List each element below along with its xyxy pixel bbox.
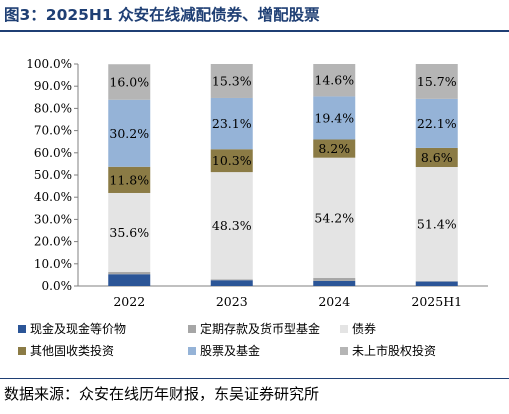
legend-label: 债券 bbox=[352, 322, 377, 336]
y-tick-label: 60.0% bbox=[34, 146, 72, 160]
legend-swatch bbox=[188, 346, 196, 355]
data-label: 22.1% bbox=[417, 116, 457, 131]
data-label: 35.6% bbox=[109, 225, 149, 240]
bar-segment-2022-3 bbox=[108, 192, 151, 273]
data-label: 15.7% bbox=[417, 74, 457, 89]
bar-segment-2023-4 bbox=[210, 149, 253, 173]
title-rule bbox=[0, 30, 509, 32]
legend-item: 定期存款及货币型基金 bbox=[188, 320, 320, 337]
y-tick-label: 70.0% bbox=[34, 124, 72, 138]
y-tick-label: 30.0% bbox=[34, 212, 72, 226]
legend-item: 股票及基金 bbox=[188, 342, 260, 359]
legend-swatch bbox=[18, 324, 26, 333]
bar-segment-2023-1 bbox=[210, 280, 253, 286]
stacked-bar-chart: 0.0% 10.0% 20.0% 30.0% 40.0% 50.0% 60.0% 70.0% 8… bbox=[26, 57, 488, 309]
legend-item: 现金及现金等价物 bbox=[18, 320, 126, 337]
legend-label: 其他固收类投资 bbox=[30, 344, 115, 358]
bar-segment-2022-6 bbox=[108, 64, 151, 100]
legend-item: 未上市股权投资 bbox=[340, 342, 436, 359]
data-label: 51.4% bbox=[417, 217, 457, 232]
y-tick-label: 100.0% bbox=[26, 57, 72, 71]
legend-swatch bbox=[18, 346, 26, 355]
figure-title: 图3：2025H1 众安在线减配债券、增配股票 bbox=[4, 6, 320, 24]
data-label: 54.2% bbox=[314, 210, 354, 225]
bar-segment-2024-6 bbox=[313, 64, 356, 97]
y-tick-label: 80.0% bbox=[34, 101, 72, 115]
data-label: 23.1% bbox=[212, 116, 252, 131]
bar-segment-2025H1-4 bbox=[415, 147, 458, 168]
data-label: 48.3% bbox=[212, 218, 252, 233]
data-label: 15.3% bbox=[212, 73, 252, 88]
legend-swatch bbox=[340, 324, 348, 333]
legend-swatch bbox=[340, 346, 348, 355]
x-tick-label: 2025H1 bbox=[411, 294, 462, 309]
bar-segment-2022-2 bbox=[108, 272, 151, 275]
bar-segment-2024-4 bbox=[313, 139, 356, 158]
data-label: 11.8% bbox=[109, 172, 149, 187]
bar-segment-2025H1-3 bbox=[415, 167, 458, 282]
bottom-rule bbox=[0, 378, 509, 379]
bar-segment-2025H1-1 bbox=[415, 281, 458, 286]
data-label: 14.6% bbox=[314, 73, 354, 88]
data-label: 19.4% bbox=[314, 110, 354, 125]
x-tick-label: 2024 bbox=[318, 294, 350, 309]
legend-swatch bbox=[188, 324, 196, 333]
bar-segment-2023-3 bbox=[210, 172, 253, 280]
bar-segment-2024-1 bbox=[313, 280, 356, 286]
data-label: 8.2% bbox=[318, 141, 350, 156]
x-tick-label: 2023 bbox=[216, 294, 248, 309]
data-label: 10.3% bbox=[212, 153, 252, 168]
bar-segment-2022-5 bbox=[108, 99, 151, 167]
legend-item: 其他固收类投资 bbox=[18, 342, 114, 359]
bar-segment-2025H1-6 bbox=[415, 64, 458, 99]
figure-source: 数据来源：众安在线历年财报，东吴证券研究所 bbox=[4, 385, 320, 403]
y-tick-label: 40.0% bbox=[34, 190, 72, 204]
bar-segment-2024-5 bbox=[313, 96, 356, 140]
bar-segment-2025H1-5 bbox=[415, 98, 458, 148]
legend-label: 定期存款及货币型基金 bbox=[200, 322, 321, 336]
y-tick-label: 20.0% bbox=[34, 235, 72, 249]
x-tick-label: 2022 bbox=[113, 294, 145, 309]
y-tick-label: 90.0% bbox=[34, 79, 72, 93]
data-label: 30.2% bbox=[109, 126, 149, 141]
bar-segment-2023-5 bbox=[210, 97, 253, 150]
legend-label: 股票及基金 bbox=[200, 344, 261, 358]
bar-segment-2022-4 bbox=[108, 166, 151, 193]
y-tick-label: 0.0% bbox=[42, 279, 73, 293]
legend-label: 现金及现金等价物 bbox=[30, 322, 127, 336]
legend-label: 未上市股权投资 bbox=[352, 344, 437, 358]
bar-segment-2023-2 bbox=[210, 279, 253, 281]
bar-segment-2022-1 bbox=[108, 274, 151, 286]
data-label: 8.6% bbox=[421, 150, 453, 165]
y-tick-label: 50.0% bbox=[34, 168, 72, 182]
bar-segment-2023-6 bbox=[210, 64, 253, 98]
legend-item: 债券 bbox=[340, 320, 376, 337]
data-label: 16.0% bbox=[109, 74, 149, 89]
y-tick-label: 10.0% bbox=[34, 257, 72, 271]
bar-segment-2024-2 bbox=[313, 278, 356, 281]
bar-segment-2024-3 bbox=[313, 157, 356, 279]
